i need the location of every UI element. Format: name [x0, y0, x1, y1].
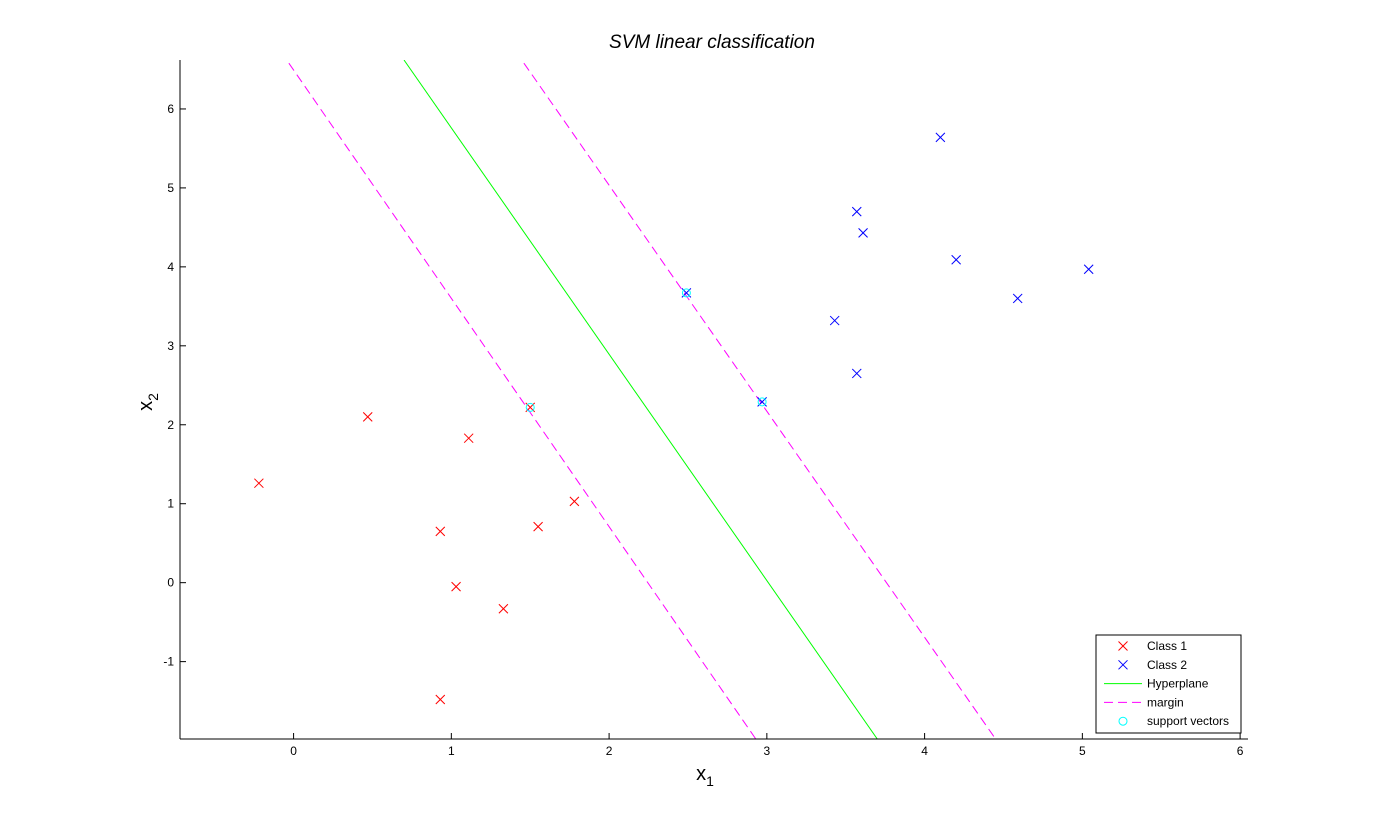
class-1-point [435, 694, 446, 705]
y-tick-label: 4 [167, 260, 174, 274]
y-tick-label: 6 [167, 102, 174, 116]
x-tick-label: 6 [1237, 744, 1244, 758]
x-tick-label: 3 [764, 744, 771, 758]
y-tick-label: 3 [167, 339, 174, 353]
class-2-point [1083, 264, 1094, 275]
class-2-point [1012, 293, 1023, 304]
x-tick-label: 0 [290, 744, 297, 758]
legend-x-marker-icon [1118, 641, 1128, 651]
class-2-point [935, 132, 946, 143]
x-axis-label-base: x [696, 763, 706, 785]
hyperplane-line-0 [403, 60, 878, 739]
class-2-point [851, 206, 862, 217]
margin-line-1 [288, 62, 757, 739]
legend-x-marker-icon [1118, 659, 1128, 670]
legend-item-class-1: Class 1 [1118, 639, 1187, 653]
legend-item-hyperplane: Hyperplane [1104, 677, 1209, 691]
margin-line-2 [523, 62, 997, 739]
legend: Class 1 Class 2 Hyperplane margin support ve… [1095, 634, 1242, 734]
legend-item-margin: margin [1104, 695, 1184, 709]
x-tick-label: 4 [921, 744, 928, 758]
y-tick-label: 2 [167, 418, 174, 432]
axes [179, 60, 1248, 740]
class-1-point [254, 478, 264, 489]
legend-item-support-vectors: support vectors [1118, 714, 1229, 728]
class-2-point [851, 368, 862, 379]
y-tick-label: 0 [167, 576, 174, 590]
tick-layer: 0 1 2 3 4 5 6 -1 0 1 2 3 4 5 6 [163, 102, 1243, 758]
marker-layer [254, 132, 1094, 705]
class-2-point [951, 254, 962, 265]
class-2-point [858, 228, 868, 238]
legend-label: support vectors [1147, 714, 1229, 728]
legend-item-class-2: Class 2 [1118, 658, 1187, 672]
support-vectors-marker [757, 397, 767, 407]
support-vectors-marker [525, 402, 535, 412]
x-tick-label: 2 [606, 744, 613, 758]
legend-label: Hyperplane [1147, 677, 1209, 691]
x-axis-label-subscript: 1 [706, 773, 714, 789]
y-tick-label: 1 [167, 497, 174, 511]
y-axis-label-subscript: 2 [145, 393, 161, 401]
y-tick-label: -1 [163, 655, 174, 669]
line-layer [288, 60, 997, 739]
legend-label: margin [1147, 695, 1184, 709]
class-1-point [435, 526, 446, 537]
chart-title: SVM linear classification [609, 32, 815, 53]
class-1-point [569, 496, 580, 507]
class-1-point [533, 521, 543, 532]
legend-label: Class 2 [1147, 658, 1187, 672]
class-1-point [451, 581, 461, 592]
class-1-point [498, 603, 509, 614]
support-vectors-marker [681, 288, 691, 298]
legend-circle-marker-icon [1118, 716, 1128, 726]
class-1-point [463, 433, 474, 444]
x-axis-label: x1 [696, 763, 714, 789]
y-tick-label: 5 [167, 181, 174, 195]
legend-label: Class 1 [1147, 639, 1187, 653]
y-axis-label-base: x [135, 401, 157, 411]
class-2-point [829, 315, 840, 326]
y-axis-label: x2 [135, 393, 161, 411]
x-tick-label: 1 [448, 744, 455, 758]
class-1-point [362, 412, 373, 422]
x-tick-label: 5 [1079, 744, 1086, 758]
